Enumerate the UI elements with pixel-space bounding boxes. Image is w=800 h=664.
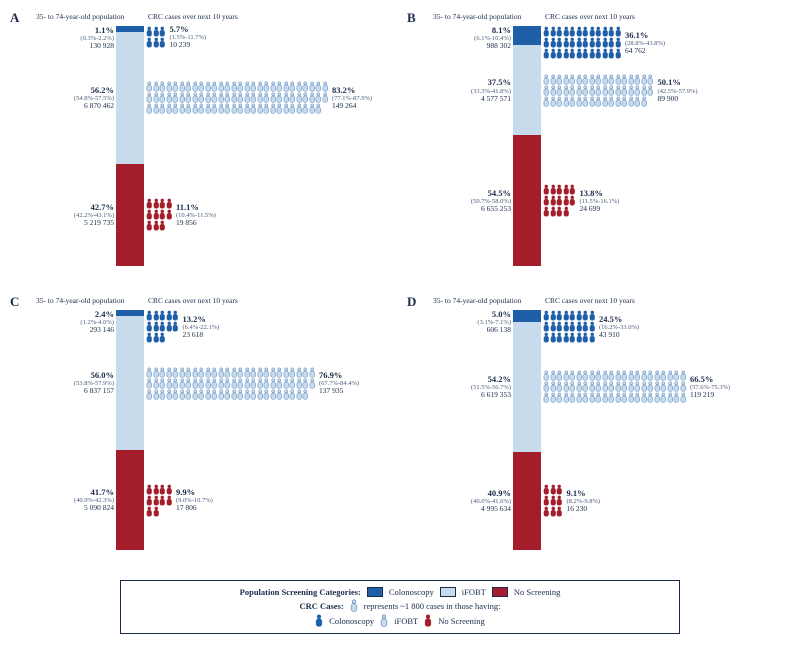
crc-label-ifobt: 66.5%(57.6%-75.3%)119 219 [690, 375, 730, 400]
crc-icons-noscreen: 9.1%(8.2%-9.8%)16 230 [543, 484, 563, 517]
pop-label-noscreen: 40.9%(40.0%-41.6%)4 995 634 [433, 489, 511, 514]
crc-icons-noscreen: 11.1%(10.4%-11.5%)19 856 [146, 198, 172, 231]
crc-label-ifobt: 83.2%(77.1%-87.9%)149 264 [332, 86, 372, 111]
stacked-bar [513, 310, 541, 550]
crc-icons-ifobt: 76.9%(67.7%-84.4%)137 935 [146, 367, 315, 400]
legend: Population Screening Categories: Colonos… [120, 580, 680, 634]
pop-label-noscreen: 54.5%(50.7%-58.0%)6 655 253 [433, 189, 511, 214]
pop-label-colonoscopy: 8.1%(6.1%-10.4%)988 302 [433, 26, 511, 51]
crc-icons-ifobt: 66.5%(57.6%-75.3%)119 219 [543, 370, 686, 403]
crc-icons-colonoscopy: 5.7%(1.5%-11.7%)10 239 [146, 26, 166, 48]
panel-D: D 35- to 74-year-old population CRC case… [405, 292, 792, 572]
bar-segment-ifobt [513, 322, 541, 452]
column-titles: 35- to 74-year-old population CRC cases … [433, 296, 635, 305]
column-titles: 35- to 74-year-old population CRC cases … [433, 12, 635, 21]
pop-label-ifobt: 56.2%(54.8%-57.5%)6 870 462 [36, 86, 114, 111]
bar-segment-noscreen [116, 450, 144, 550]
crc-label-noscreen: 9.9%(9.0%-10.7%)17 806 [176, 488, 213, 513]
bar-segment-colonoscopy [513, 26, 541, 45]
crc-label-colonoscopy: 36.1%(28.8%-43.8%)64 762 [625, 31, 665, 56]
bar-segment-noscreen [513, 135, 541, 266]
bar-segment-colonoscopy [513, 310, 541, 322]
crc-icons-area: 13.2%(6.4%-22.1%)23 618 [146, 310, 391, 550]
panel-letter: C [10, 294, 19, 310]
panel-letter: D [407, 294, 416, 310]
crc-label-colonoscopy: 13.2%(6.4%-22.1%)23 618 [183, 315, 220, 340]
pop-label-colonoscopy: 1.1%(0.3%-2.2%)130 928 [36, 26, 114, 51]
crc-icons-colonoscopy: 13.2%(6.4%-22.1%)23 618 [146, 310, 179, 343]
pop-label-colonoscopy: 2.4%(1.2%-4.0%)293 146 [36, 310, 114, 335]
crc-icons-area: 5.7%(1.5%-11.7%)10 239 [146, 26, 391, 266]
crc-icons-colonoscopy: 24.5%(16.2%-33.0%)43 910 [543, 310, 595, 343]
crc-label-colonoscopy: 5.7%(1.5%-11.7%)10 239 [170, 25, 207, 50]
bar-segment-noscreen [513, 452, 541, 550]
crc-icons-noscreen: 9.9%(9.0%-10.7%)17 806 [146, 484, 172, 517]
panel-letter: A [10, 10, 19, 26]
crc-icons-ifobt: 50.1%(42.5%-57.9%)89 900 [543, 74, 654, 107]
figure-grid: A 35- to 74-year-old population CRC case… [8, 8, 792, 634]
crc-label-ifobt: 50.1%(42.5%-57.9%)89 900 [658, 78, 698, 103]
stacked-bar [513, 26, 541, 266]
pop-label-ifobt: 56.0%(53.8%-57.9%)6 837 157 [36, 371, 114, 396]
pop-label-colonoscopy: 5.0%(3.1%-7.1%)606 138 [433, 310, 511, 335]
crc-label-noscreen: 9.1%(8.2%-9.8%)16 230 [567, 489, 601, 514]
bar-segment-ifobt [116, 32, 144, 164]
crc-icons-colonoscopy: 36.1%(28.8%-43.8%)64 762 [543, 26, 621, 59]
population-labels: 8.1%(6.1%-10.4%)988 302 37.5%(33.3%-41.8… [433, 26, 511, 266]
column-titles: 35- to 74-year-old population CRC cases … [36, 12, 238, 21]
population-labels: 2.4%(1.2%-4.0%)293 146 56.0%(53.8%-57.9%… [36, 310, 114, 550]
panel-B: B 35- to 74-year-old population CRC case… [405, 8, 792, 288]
bar-segment-noscreen [116, 164, 144, 266]
crc-label-colonoscopy: 24.5%(16.2%-33.0%)43 910 [599, 315, 639, 340]
crc-label-noscreen: 13.8%(11.5%-16.1%)24 699 [580, 189, 620, 214]
stacked-bar [116, 310, 144, 550]
crc-icons-noscreen: 13.8%(11.5%-16.1%)24 699 [543, 184, 576, 217]
population-labels: 1.1%(0.3%-2.2%)130 928 56.2%(54.8%-57.5%… [36, 26, 114, 266]
crc-label-noscreen: 11.1%(10.4%-11.5%)19 856 [176, 203, 216, 228]
panel-C: C 35- to 74-year-old population CRC case… [8, 292, 395, 572]
column-titles: 35- to 74-year-old population CRC cases … [36, 296, 238, 305]
panel-A: A 35- to 74-year-old population CRC case… [8, 8, 395, 288]
population-labels: 5.0%(3.1%-7.1%)606 138 54.2%(51.5%-56.7%… [433, 310, 511, 550]
bar-segment-ifobt [116, 316, 144, 450]
panel-letter: B [407, 10, 416, 26]
pop-label-noscreen: 42.7%(42.2%-43.1%)5 219 735 [36, 203, 114, 228]
stacked-bar [116, 26, 144, 266]
crc-icons-area: 36.1%(28.8%-43.8%)64 762 [543, 26, 788, 266]
crc-icons-ifobt: 83.2%(77.1%-87.9%)149 264 [146, 81, 328, 114]
bar-segment-ifobt [513, 45, 541, 135]
pop-label-noscreen: 41.7%(40.9%-42.3%)5 090 824 [36, 488, 114, 513]
crc-label-ifobt: 76.9%(67.7%-84.4%)137 935 [319, 371, 359, 396]
pop-label-ifobt: 37.5%(33.3%-41.8%)4 577 571 [433, 78, 511, 103]
pop-label-ifobt: 54.2%(51.5%-56.7%)6 619 353 [433, 375, 511, 400]
crc-icons-area: 24.5%(16.2%-33.0%)43 910 [543, 310, 788, 550]
